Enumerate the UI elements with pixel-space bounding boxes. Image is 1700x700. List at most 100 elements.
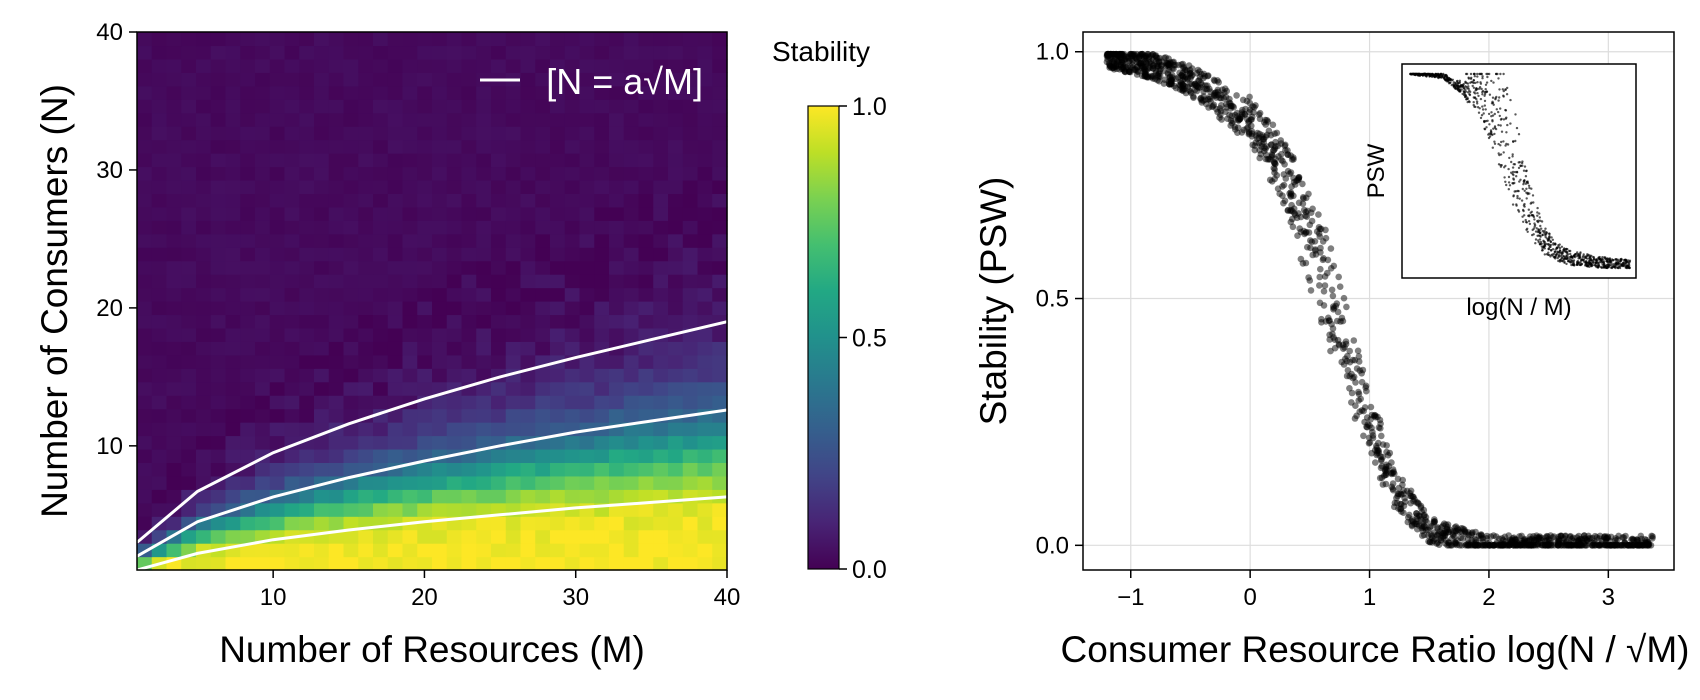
heatmap-cell <box>196 233 212 248</box>
heatmap-cell <box>358 233 374 248</box>
heatmap-cell <box>299 354 315 369</box>
scatter-point <box>1351 356 1359 364</box>
heatmap-cell <box>432 193 448 208</box>
heatmap-cell <box>137 247 153 262</box>
heatmap-cell <box>446 529 463 544</box>
heatmap-cell <box>520 502 536 517</box>
inset-point <box>1504 88 1507 91</box>
heatmap-cell <box>255 45 271 60</box>
heatmap-cell <box>609 314 625 329</box>
inset-point <box>1458 81 1461 84</box>
heatmap-cell <box>314 489 330 504</box>
inset-point <box>1522 181 1526 184</box>
heatmap-cell <box>240 233 256 248</box>
heatmap-cell <box>446 153 463 168</box>
inset-point <box>1523 214 1526 217</box>
inset-point <box>1410 73 1413 76</box>
heatmap-cell <box>284 233 300 248</box>
heatmap-cell <box>682 502 699 517</box>
inset-point <box>1527 220 1531 223</box>
inset-point <box>1526 227 1529 230</box>
heatmap-cell <box>299 274 315 289</box>
inset-point <box>1549 240 1553 244</box>
heatmap-cell <box>564 435 581 450</box>
heatmap-cell <box>432 247 448 262</box>
heatmap-cell <box>682 85 699 100</box>
heatmap-cell <box>373 193 389 208</box>
heatmap-cell <box>505 489 522 504</box>
heatmap-cell <box>240 287 256 302</box>
inset-point <box>1554 248 1557 251</box>
heatmap-cell <box>255 502 271 517</box>
inset-point <box>1576 251 1579 254</box>
heatmap-cell <box>432 435 448 450</box>
inset-point <box>1511 203 1515 206</box>
scatter-point <box>1358 407 1366 414</box>
heatmap-cell <box>609 462 625 477</box>
inset-point <box>1497 110 1500 114</box>
heatmap-cell <box>476 247 492 262</box>
heatmap-cell <box>535 368 551 383</box>
heatmap-cell <box>579 556 595 571</box>
heatmap-cell <box>225 529 241 544</box>
inset-point <box>1584 256 1588 260</box>
inset-point <box>1528 186 1531 190</box>
heatmap-cell <box>461 126 477 141</box>
heatmap-cell <box>358 556 374 571</box>
inset-point <box>1540 245 1544 248</box>
colorbar-title: Stability <box>772 36 870 67</box>
heatmap-cell <box>550 233 566 248</box>
y-tick-label: 30 <box>96 157 123 184</box>
heatmap-cell <box>358 247 374 262</box>
heatmap-cell <box>535 408 551 423</box>
heatmap-cell <box>358 99 374 114</box>
heatmap-cell <box>505 126 522 141</box>
heatmap-cell <box>196 462 212 477</box>
heatmap-cell <box>151 45 168 60</box>
heatmap-cell <box>151 354 168 369</box>
inset-point <box>1592 261 1595 264</box>
scatter-point <box>1115 58 1123 65</box>
heatmap-cell <box>682 112 699 127</box>
scatter-point <box>1299 260 1307 267</box>
heatmap-cell <box>151 314 168 329</box>
inset-point <box>1531 213 1534 217</box>
inset-point <box>1554 243 1557 246</box>
heatmap-cell <box>564 314 581 329</box>
heatmap-cell <box>653 193 669 208</box>
scatter-point <box>1564 542 1572 549</box>
heatmap-cell <box>564 408 581 423</box>
heatmap-cell <box>623 32 640 47</box>
inset-point <box>1484 108 1487 111</box>
heatmap-cell <box>432 475 448 490</box>
heatmap-cell <box>579 448 595 463</box>
heatmap-cell <box>373 327 389 342</box>
heatmap-cell <box>255 475 271 490</box>
inset-point <box>1455 85 1458 88</box>
heatmap-cell <box>461 341 477 356</box>
heatmap-cell <box>446 327 463 342</box>
heatmap-cell <box>358 529 374 544</box>
heatmap-cell <box>137 58 153 73</box>
inset-point <box>1492 127 1495 130</box>
heatmap-cell <box>181 529 197 544</box>
scatter-point <box>1163 59 1170 67</box>
heatmap-cell <box>564 32 581 47</box>
heatmap-cell <box>402 85 418 100</box>
heatmap-cell <box>535 543 551 558</box>
heatmap-cell <box>712 274 728 289</box>
inset-point <box>1604 256 1607 259</box>
heatmap-cell <box>284 153 300 168</box>
scatter-point <box>1434 524 1441 531</box>
heatmap-cell <box>476 556 492 571</box>
heatmap-cell <box>491 301 507 316</box>
scatter-point <box>1491 542 1498 549</box>
heatmap-cell <box>373 85 389 100</box>
heatmap-cell <box>638 462 654 477</box>
heatmap-cell <box>712 381 728 396</box>
heatmap-cell <box>284 314 300 329</box>
inset-point <box>1451 78 1455 82</box>
heatmap-cell <box>653 422 669 437</box>
heatmap-cell <box>653 45 669 60</box>
scatter-point <box>1244 124 1252 131</box>
